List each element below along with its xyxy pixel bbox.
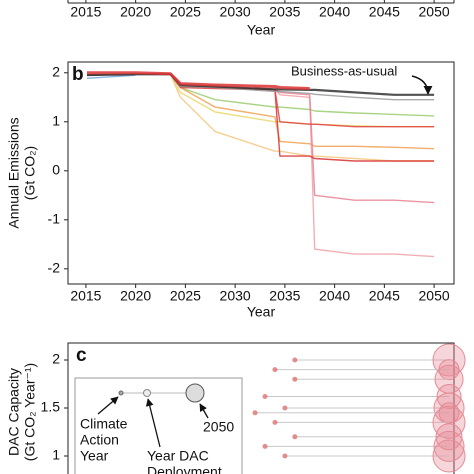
start-dot bbox=[262, 393, 268, 399]
inset-arrow bbox=[199, 403, 209, 419]
x-tick-label: 2020 bbox=[120, 288, 151, 304]
y-tick-label: 2 bbox=[52, 351, 60, 367]
series-line bbox=[80, 73, 435, 258]
y-tick-label: 1 bbox=[52, 112, 60, 128]
y-tick-label: 1.5 bbox=[41, 399, 61, 415]
start-dot bbox=[272, 419, 278, 425]
plot-frame bbox=[67, 342, 455, 474]
x-tick-label: 2050 bbox=[419, 288, 450, 304]
panel-c: 1 1.5 2 DAC Capacity (Gt CO₂ Year⁻¹) c Climate… bbox=[6, 342, 466, 474]
y-tick-label: 0 bbox=[52, 161, 60, 177]
x-tick-label: 2035 bbox=[269, 288, 300, 304]
inset-dot bbox=[185, 383, 205, 403]
x-tick-label: 2015 bbox=[70, 288, 101, 304]
inset-label: Deployment bbox=[147, 464, 222, 474]
inset-label: 2050 bbox=[203, 419, 234, 435]
panel-label-bg bbox=[69, 64, 87, 84]
x-tick-label: 2025 bbox=[170, 4, 201, 20]
x-axis-label: Year bbox=[247, 304, 276, 320]
inset-label: Year DAC bbox=[147, 448, 209, 464]
y-axis-label: Annual Emissions bbox=[6, 117, 22, 228]
panel-label: b bbox=[72, 64, 84, 85]
x-tick-label: 2045 bbox=[369, 4, 400, 20]
start-dot bbox=[292, 357, 298, 363]
x-tick-label: 2020 bbox=[120, 4, 151, 20]
panel-a: 2015 2020 2025 2030 2035 2040 2045 2050 Year bbox=[67, 0, 455, 38]
series-line bbox=[80, 74, 136, 80]
start-dot bbox=[262, 443, 268, 449]
y-axis-label: DAC Capacity bbox=[6, 368, 22, 456]
end-bubble bbox=[435, 423, 463, 451]
y-tick-label: -1 bbox=[48, 211, 61, 227]
y-tick-label: 1 bbox=[52, 447, 60, 463]
end-bubble bbox=[432, 439, 466, 473]
annotation: Business-as-usual bbox=[291, 63, 397, 78]
inset-box bbox=[74, 377, 243, 474]
inset-dot bbox=[118, 390, 124, 396]
start-dot bbox=[282, 405, 288, 411]
annotation-arrow bbox=[411, 75, 433, 95]
annotation-bg bbox=[288, 64, 412, 80]
start-dot bbox=[292, 376, 298, 382]
y-axis-label: (Gt CO₂ Year⁻¹) bbox=[22, 363, 38, 461]
panel-label: c bbox=[76, 345, 87, 366]
x-tick-label: 2050 bbox=[419, 4, 450, 20]
inset-dot bbox=[143, 389, 151, 397]
x-tick-label: 2045 bbox=[369, 288, 400, 304]
y-tick-label: -2 bbox=[48, 260, 61, 276]
y-axis-label: (Gt CO₂) bbox=[22, 146, 38, 200]
plot-frame bbox=[67, 61, 455, 285]
end-bubble bbox=[432, 405, 466, 439]
series-group bbox=[80, 71, 435, 258]
x-tick-label: 2035 bbox=[269, 4, 300, 20]
x-tick-label: 2030 bbox=[220, 4, 251, 20]
x-axis-label: Year bbox=[247, 22, 276, 38]
start-dot bbox=[282, 453, 288, 459]
x-tick-label: 2025 bbox=[170, 288, 201, 304]
y-tick-label: 2 bbox=[52, 63, 60, 79]
start-dot bbox=[272, 367, 278, 373]
x-tick-label: 2040 bbox=[319, 288, 350, 304]
start-dot bbox=[292, 434, 298, 440]
series-line bbox=[80, 71, 310, 90]
inset-label: Climate bbox=[80, 416, 128, 432]
x-tick-label: 2030 bbox=[220, 288, 251, 304]
inset-arrow bbox=[97, 396, 119, 415]
panel-b: -2 -1 0 1 2 2015 2020 2025 2030 2035 2040 2045 2050 Y… bbox=[6, 61, 455, 320]
x-tick-label: 2015 bbox=[70, 4, 101, 20]
inset-label: Action bbox=[80, 432, 119, 448]
end-bubble bbox=[433, 430, 465, 462]
series-line bbox=[80, 73, 435, 128]
inset-arrow bbox=[145, 398, 161, 448]
inset-label: Year bbox=[80, 448, 109, 464]
x-tick-label: 2040 bbox=[319, 4, 350, 20]
start-dot bbox=[252, 410, 258, 416]
